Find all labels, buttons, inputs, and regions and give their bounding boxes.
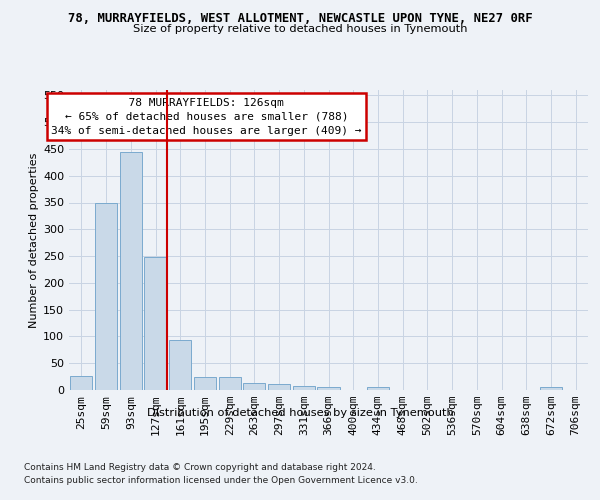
Bar bbox=[119, 152, 142, 390]
Bar bbox=[367, 388, 389, 390]
Text: Distribution of detached houses by size in Tynemouth: Distribution of detached houses by size … bbox=[146, 408, 454, 418]
Text: Contains public sector information licensed under the Open Government Licence v3: Contains public sector information licen… bbox=[24, 476, 418, 485]
Bar bbox=[95, 202, 117, 390]
Bar bbox=[145, 257, 167, 390]
Bar bbox=[169, 340, 191, 390]
Text: Size of property relative to detached houses in Tynemouth: Size of property relative to detached ho… bbox=[133, 24, 467, 34]
Bar bbox=[293, 386, 315, 390]
Y-axis label: Number of detached properties: Number of detached properties bbox=[29, 152, 39, 328]
Text: 78 MURRAYFIELDS: 126sqm  
← 65% of detached houses are smaller (788)
34% of semi: 78 MURRAYFIELDS: 126sqm ← 65% of detache… bbox=[51, 98, 362, 136]
Bar bbox=[243, 382, 265, 390]
Bar bbox=[218, 376, 241, 390]
Bar bbox=[268, 384, 290, 390]
Bar bbox=[70, 376, 92, 390]
Text: Contains HM Land Registry data © Crown copyright and database right 2024.: Contains HM Land Registry data © Crown c… bbox=[24, 462, 376, 471]
Bar bbox=[194, 376, 216, 390]
Text: 78, MURRAYFIELDS, WEST ALLOTMENT, NEWCASTLE UPON TYNE, NE27 0RF: 78, MURRAYFIELDS, WEST ALLOTMENT, NEWCAS… bbox=[68, 12, 532, 26]
Bar bbox=[317, 387, 340, 390]
Bar bbox=[540, 388, 562, 390]
